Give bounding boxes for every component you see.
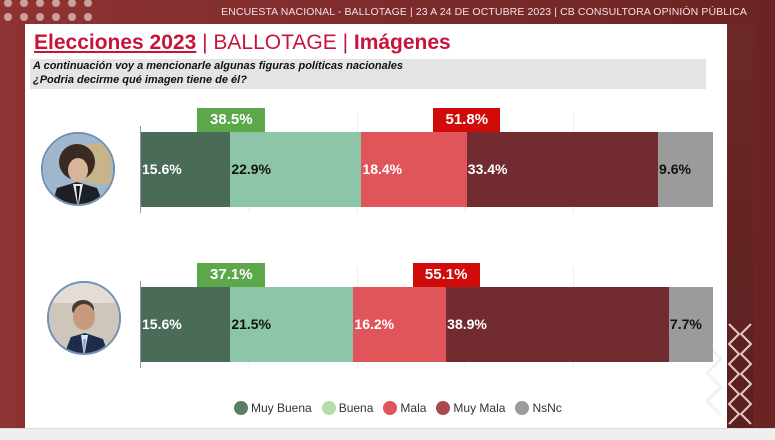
decorative-dots (4, 0, 114, 24)
question-box: A continuación voy a mencionarle algunas… (30, 59, 706, 89)
bar-segment-muy-buena (141, 287, 231, 362)
legend-label: NsNc (532, 401, 562, 415)
bar-segment-nsnc (658, 132, 714, 207)
legend-item-muy-buena: Muy Buena (234, 401, 312, 415)
title-elecciones: Elecciones 2023 (34, 31, 197, 54)
value-label-buena: 21.5% (231, 315, 272, 332)
header-text: ENCUESTA NACIONAL - BALLOTAGE | 23 A 24 … (221, 6, 747, 18)
y-axis-line (140, 126, 141, 213)
legend-swatch-icon (436, 401, 451, 415)
zigzag-pattern-icon (727, 323, 753, 425)
bar-segment-buena (230, 287, 354, 362)
legend-swatch-icon (234, 401, 248, 415)
bar-segment-nsnc (668, 287, 714, 362)
chart-legend: Muy Buena Buena Mala Muy Mala NsNc (234, 401, 572, 415)
legend-item-muy-mala: Muy Mala (436, 401, 505, 415)
page-title: Elecciones 2023 | BALLOTAGE | Imágenes (34, 31, 451, 55)
title-separator: | (336, 31, 354, 54)
legend-label: Buena (338, 401, 374, 415)
y-axis-line (140, 281, 141, 368)
value-label-muy-buena: 15.6% (142, 160, 182, 177)
value-label-mala: 18.4% (362, 160, 403, 177)
bar-segment-muy-mala (466, 132, 659, 207)
right-decorative-strip (727, 24, 753, 428)
positive-total-badge: 37.1% (197, 263, 266, 287)
title-separator: | (196, 31, 214, 54)
question-line-1: A continuación voy a mencionarle algunas… (33, 60, 404, 72)
question-line-2: ¿Podria decirme qué imagen tiene de él? (33, 74, 247, 86)
candidate-1-avatar (41, 132, 115, 206)
legend-swatch-icon (383, 401, 398, 415)
value-label-muy-mala: 33.4% (467, 160, 508, 177)
legend-swatch-icon (321, 401, 336, 415)
footer-strip (0, 428, 775, 440)
value-label-mala: 16.2% (354, 315, 395, 332)
value-label-muy-buena: 15.6% (142, 315, 182, 332)
candidate-2-avatar (47, 281, 121, 355)
value-label-nsnc: 7.7% (669, 315, 702, 332)
bar-segment-mala (361, 132, 468, 207)
title-ballotage: BALLOTAGE (213, 31, 337, 54)
negative-total-badge: 51.8% (433, 108, 501, 132)
bar-segment-mala (353, 287, 447, 362)
bar-segment-muy-buena (141, 132, 231, 207)
legend-label: Muy Buena (251, 401, 312, 415)
value-label-nsnc: 9.6% (659, 160, 691, 177)
legend-swatch-icon (515, 401, 530, 415)
bar-segment-buena (230, 132, 362, 207)
legend-item-nsnc: NsNc (515, 401, 562, 415)
legend-label: Mala (400, 401, 427, 415)
value-label-buena: 22.9% (231, 160, 272, 177)
legend-item-mala: Mala (383, 401, 426, 415)
value-label-muy-mala: 38.9% (447, 315, 487, 332)
title-imagenes: Imágenes (353, 31, 451, 54)
legend-label: Muy Mala (453, 401, 506, 415)
bar-segment-muy-mala (446, 287, 670, 362)
legend-item-buena: Buena (321, 401, 374, 415)
positive-total-badge: 38.5% (197, 108, 266, 132)
negative-total-badge: 55.1% (412, 263, 480, 287)
faint-zigzag-icon (705, 345, 724, 417)
